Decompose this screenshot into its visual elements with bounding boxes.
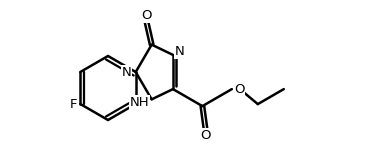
Text: O: O (141, 9, 152, 22)
Text: N: N (175, 45, 185, 58)
Text: O: O (200, 129, 211, 142)
Text: N: N (122, 65, 132, 79)
Text: O: O (234, 83, 244, 96)
Text: F: F (70, 98, 77, 110)
Text: NH: NH (130, 96, 150, 109)
